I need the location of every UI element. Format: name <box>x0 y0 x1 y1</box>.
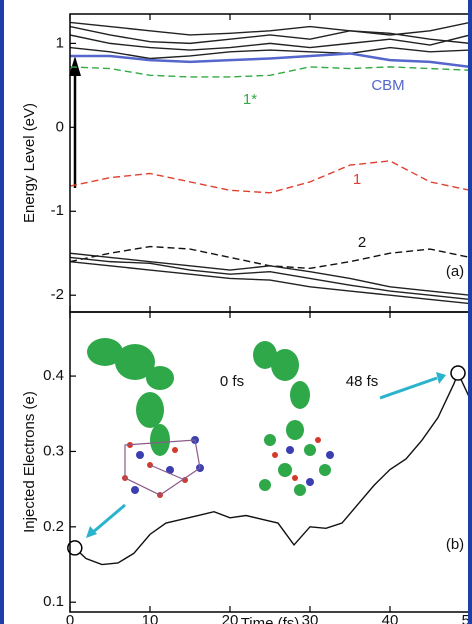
x-tick-label: 0 <box>66 612 74 624</box>
molecule-48fs <box>253 341 334 496</box>
series-line <box>70 52 470 69</box>
series-line <box>70 46 470 60</box>
x-tick-label: 40 <box>382 612 399 624</box>
plot-area <box>70 21 470 305</box>
series-line <box>70 66 470 78</box>
series-label: 2 <box>358 234 366 251</box>
page-border-right <box>468 0 472 624</box>
series-line <box>70 256 470 301</box>
x-tick-label: 10 <box>142 612 159 624</box>
y-tick-label: 0.1 <box>43 593 64 610</box>
y-tick-label: 0 <box>56 118 64 135</box>
x-tick-label: 20 <box>222 612 239 624</box>
y-tick-label: 0.3 <box>43 442 64 459</box>
y-tick-label: -1 <box>51 202 64 219</box>
y-tick-label: 0.2 <box>43 518 64 535</box>
series-line <box>70 260 470 305</box>
excitation-arrow <box>69 56 81 188</box>
molecule-0fs <box>87 338 204 498</box>
annotation: (a) <box>446 263 464 280</box>
y-tick-label: 0.4 <box>43 367 64 384</box>
annotation: (b) <box>446 536 464 553</box>
y-axis-label: Injected Electrons (e) <box>21 391 38 533</box>
x-tick-label: 30 <box>302 612 319 624</box>
series-label: 1 <box>353 171 361 188</box>
pointer-arrows <box>86 372 446 538</box>
series-line <box>70 21 470 36</box>
series-line <box>70 34 470 51</box>
plot-area <box>74 371 470 566</box>
series-line <box>70 160 470 194</box>
series-line <box>70 252 470 296</box>
y-axis-label: Energy Level (eV) <box>21 103 38 223</box>
annotation: 0 fs <box>220 373 244 390</box>
series-line <box>74 371 470 566</box>
x-tick-label: 50 <box>462 612 472 624</box>
series-label: CBM <box>371 77 404 94</box>
annotation: 48 fs <box>346 373 379 390</box>
highlight-marker <box>67 540 83 556</box>
page-border-left <box>0 0 4 624</box>
series-line <box>70 25 470 45</box>
x-axis-label: Time (fs) <box>241 615 300 624</box>
y-tick-label: -2 <box>51 286 64 303</box>
series-label: 1* <box>243 91 257 108</box>
y-tick-label: 1 <box>56 34 64 51</box>
highlight-marker <box>450 365 466 381</box>
